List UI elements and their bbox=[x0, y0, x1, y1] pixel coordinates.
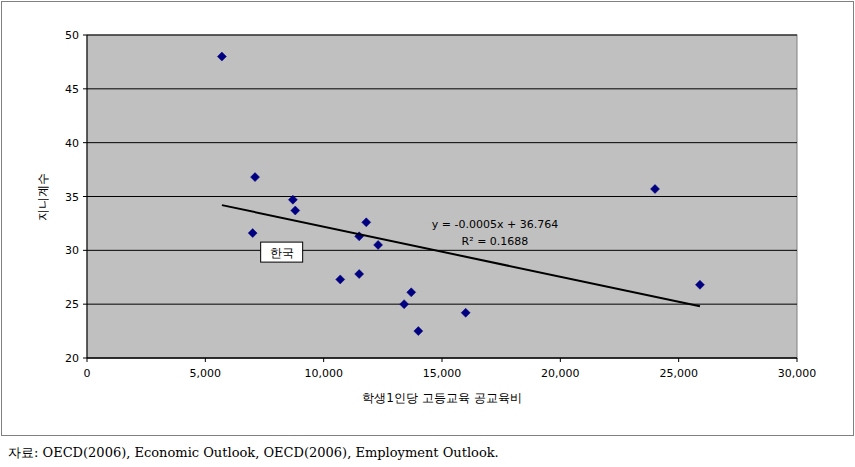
y-axis bbox=[87, 35, 88, 358]
x-tick bbox=[560, 358, 561, 362]
y-tick bbox=[83, 142, 87, 143]
y-tick-label: 25 bbox=[65, 298, 79, 311]
grid-line bbox=[87, 88, 797, 89]
point bbox=[217, 52, 226, 61]
point bbox=[695, 280, 704, 289]
x-tick-label: 20,000 bbox=[541, 367, 580, 380]
plot-area bbox=[87, 35, 797, 358]
point bbox=[248, 229, 257, 238]
x-tick-label: 25,000 bbox=[659, 367, 698, 380]
chart: 20 25 30 35 40 45 50 0 5,000 10,000 15,000 20,000 25… bbox=[0, 0, 855, 467]
y-tick bbox=[83, 358, 87, 359]
grid-line bbox=[87, 250, 797, 251]
source-note: 자료: OECD(2006), Economic Outlook, OECD(2… bbox=[8, 445, 499, 460]
point bbox=[251, 173, 260, 182]
data-group bbox=[217, 52, 704, 336]
trend-line bbox=[222, 205, 700, 306]
point bbox=[288, 195, 297, 204]
x-tick-label: 0 bbox=[84, 367, 91, 380]
x-tick bbox=[205, 358, 206, 362]
y-tick-label: 20 bbox=[65, 352, 79, 365]
point bbox=[362, 218, 371, 227]
y-tick-label: 30 bbox=[65, 244, 79, 257]
point bbox=[461, 308, 470, 317]
y-tick bbox=[83, 304, 87, 305]
x-tick bbox=[442, 358, 443, 362]
y-tick bbox=[83, 88, 87, 89]
x-axis-label: 학생1인당 고등교육 공교육비 bbox=[362, 391, 521, 405]
point bbox=[336, 275, 345, 284]
point bbox=[400, 300, 409, 309]
grid-line bbox=[87, 142, 797, 143]
point bbox=[355, 270, 364, 279]
point bbox=[407, 288, 416, 297]
grid-line bbox=[87, 196, 797, 197]
y-tick-label: 40 bbox=[65, 137, 79, 150]
point bbox=[291, 206, 300, 215]
x-tick bbox=[678, 358, 679, 362]
y-tick bbox=[83, 35, 87, 36]
x-tick bbox=[797, 358, 798, 362]
x-tick bbox=[323, 358, 324, 362]
x-tick-label: 10,000 bbox=[304, 367, 343, 380]
point-label: 한국 bbox=[270, 246, 294, 260]
x-tick bbox=[87, 358, 88, 362]
y-tick-label: 45 bbox=[65, 83, 79, 96]
annotation: R² = 0.1688 bbox=[462, 235, 529, 248]
x-tick-label: 5,000 bbox=[190, 367, 222, 380]
y-tick-label: 50 bbox=[65, 29, 79, 42]
point bbox=[651, 184, 660, 193]
y-axis-label: 지니계수 bbox=[36, 173, 50, 221]
annotation: y = -0.0005x + 36.764 bbox=[432, 218, 558, 231]
point bbox=[374, 240, 383, 249]
point-label-box bbox=[261, 242, 303, 262]
y-tick-label: 35 bbox=[65, 191, 79, 204]
chart-border bbox=[2, 2, 854, 436]
y-tick bbox=[83, 250, 87, 251]
point bbox=[414, 327, 423, 336]
x-tick-label: 15,000 bbox=[423, 367, 462, 380]
x-tick-label: 30,000 bbox=[778, 367, 817, 380]
y-tick bbox=[83, 196, 87, 197]
grid-line bbox=[87, 35, 797, 36]
